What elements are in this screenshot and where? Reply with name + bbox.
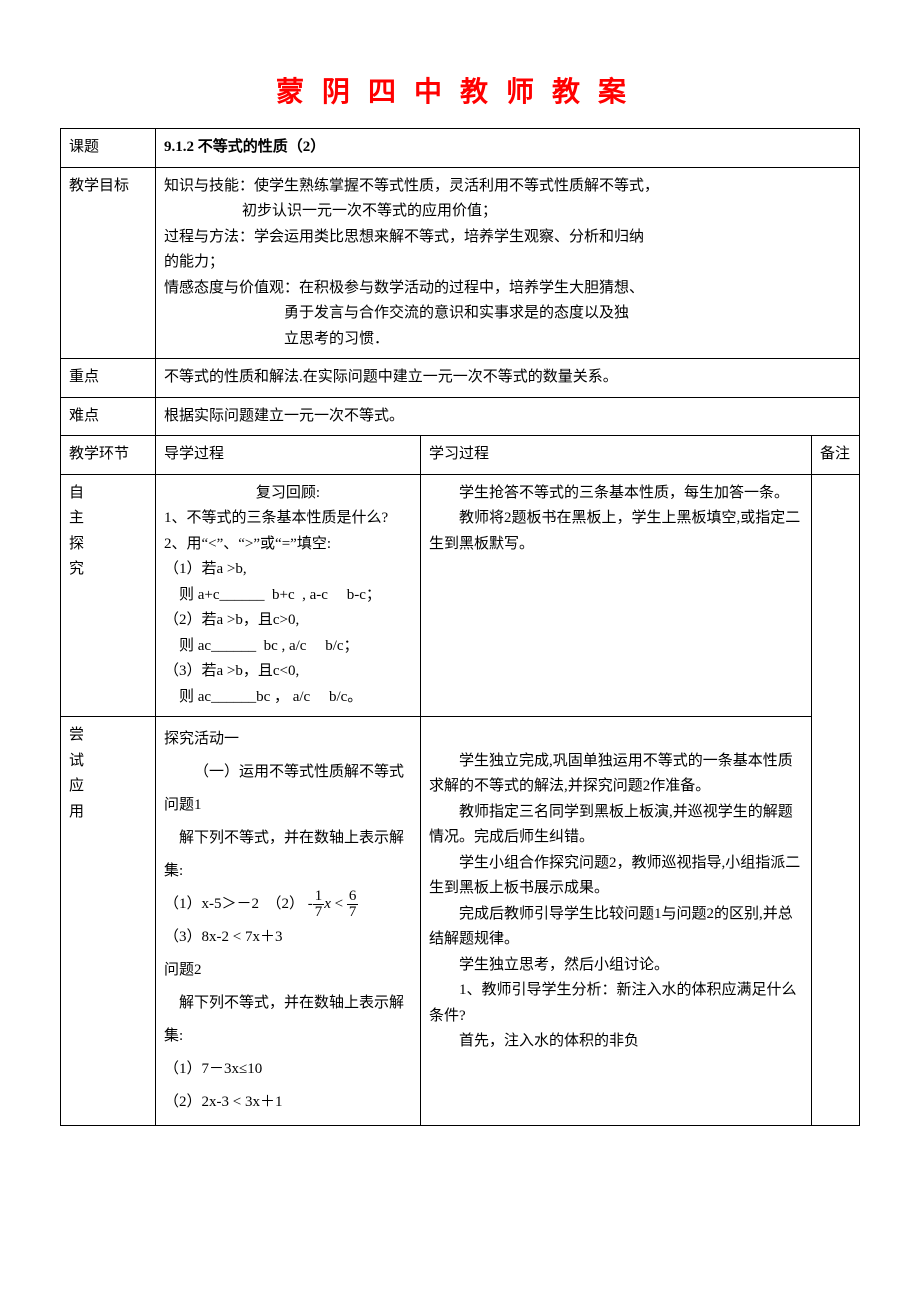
label-guide: 导学过程 bbox=[156, 436, 421, 475]
goal-content: 知识与技能：使学生熟练掌握不等式性质，灵活利用不等式性质解不等式， 初步认识一元… bbox=[156, 167, 860, 359]
seg2-study-p6: 1、教师引导学生分析：新注入水的体积应满足什么条件? bbox=[429, 978, 803, 1029]
row-goal: 教学目标 知识与技能：使学生熟练掌握不等式性质，灵活利用不等式性质解不等式， 初… bbox=[61, 167, 860, 359]
row-difficulty: 难点 根据实际问题建立一元一次不等式。 bbox=[61, 397, 860, 436]
seg1-guide-q2b2: 则 ac______ bc , a/c b/c； bbox=[164, 634, 412, 660]
seg1-c4: 究 bbox=[69, 557, 147, 583]
label-keypoint: 重点 bbox=[61, 359, 156, 398]
seg1-guide-q2a: （1）若a >b, bbox=[164, 557, 412, 583]
label-topic: 课题 bbox=[61, 129, 156, 168]
label-study: 学习过程 bbox=[421, 436, 812, 475]
row-seg2: 尝 试 应 用 探究活动一 （一）运用不等式性质解不等式 问题1 解下列不等式，… bbox=[61, 717, 860, 1126]
difficulty-content: 根据实际问题建立一元一次不等式。 bbox=[156, 397, 860, 436]
seg1-guide-q2b: （2）若a >b，且c>0, bbox=[164, 608, 412, 634]
seg2-guide-q1a: （1）x-5＞－2 （2） bbox=[164, 896, 304, 912]
seg2-guide-h1: （一）运用不等式性质解不等式 bbox=[164, 756, 412, 789]
notes-cell bbox=[812, 474, 860, 1126]
seg2-guide-q1t: 问题1 bbox=[164, 789, 412, 822]
seg1-guide: 复习回顾: 1、不等式的三条基本性质是什么? 2、用“<”、“>”或“=”填空:… bbox=[156, 474, 421, 717]
seg1-guide-title: 复习回顾: bbox=[164, 481, 412, 507]
goal-l4: 的能力； bbox=[164, 250, 851, 276]
seg2-c4: 用 bbox=[69, 800, 147, 826]
seg1-study-p1: 学生抢答不等式的三条基本性质，每生加答一条。 bbox=[429, 481, 803, 507]
goal-l5: 情感态度与价值观：在积极参与数学活动的过程中，培养学生大胆猜想、 bbox=[164, 276, 851, 302]
seg2-study-p7: 首先，注入水的体积的非负 bbox=[429, 1029, 803, 1055]
goal-l2: 初步认识一元一次不等式的应用价值； bbox=[164, 199, 851, 225]
seg2-guide: 探究活动一 （一）运用不等式性质解不等式 问题1 解下列不等式，并在数轴上表示解… bbox=[156, 717, 421, 1126]
seg1-study-p2: 教师将2题板书在黑板上，学生上黑板填空,或指定二生到黑板默写。 bbox=[429, 506, 803, 557]
seg2-study-p2: 教师指定三名同学到黑板上板演,并巡视学生的解题情况。完成后师生纠错。 bbox=[429, 800, 803, 851]
row-topic: 课题 9.1.2 不等式的性质（2） bbox=[61, 129, 860, 168]
keypoint-content: 不等式的性质和解法.在实际问题中建立一元一次不等式的数量关系。 bbox=[156, 359, 860, 398]
seg1-guide-q2c2: 则 ac______bc ， a/c b/c。 bbox=[164, 685, 412, 711]
seg2-guide-q1c: （3）8x-2 < 7x＋3 bbox=[164, 921, 412, 954]
seg1-guide-q1: 1、不等式的三条基本性质是什么? bbox=[164, 506, 412, 532]
row-seg1: 自 主 探 究 复习回顾: 1、不等式的三条基本性质是什么? 2、用“<”、“>… bbox=[61, 474, 860, 717]
seg1-c2: 主 bbox=[69, 506, 147, 532]
seg2-guide-q1p: 解下列不等式，并在数轴上表示解集: bbox=[164, 822, 412, 888]
topic-title: 9.1.2 不等式的性质（2） bbox=[156, 129, 860, 168]
seg2-c2: 试 bbox=[69, 749, 147, 775]
math-fraction: -17x < 67 bbox=[308, 896, 359, 912]
seg2-guide-q2p: 解下列不等式，并在数轴上表示解集: bbox=[164, 987, 412, 1053]
lesson-plan-table: 课题 9.1.2 不等式的性质（2） 教学目标 知识与技能：使学生熟练掌握不等式… bbox=[60, 128, 860, 1126]
goal-l7: 立思考的习惯． bbox=[164, 327, 851, 353]
seg2-study-p3: 学生小组合作探究问题2，教师巡视指导,小组指派二生到黑板上板书展示成果。 bbox=[429, 851, 803, 902]
row-headers: 教学环节 导学过程 学习过程 备注 bbox=[61, 436, 860, 475]
seg2-c1: 尝 bbox=[69, 723, 147, 749]
label-goal: 教学目标 bbox=[61, 167, 156, 359]
seg2-name: 尝 试 应 用 bbox=[61, 717, 156, 1126]
seg1-study: 学生抢答不等式的三条基本性质，每生加答一条。 教师将2题板书在黑板上，学生上黑板… bbox=[421, 474, 812, 717]
page-title: 蒙阴四中教师教案 bbox=[60, 70, 860, 110]
seg2-guide-title: 探究活动一 bbox=[164, 723, 412, 756]
goal-l6: 勇于发言与合作交流的意识和实事求是的态度以及独 bbox=[164, 301, 851, 327]
seg2-guide-q2b: （2）2x-3 < 3x＋1 bbox=[164, 1086, 412, 1119]
label-notes: 备注 bbox=[812, 436, 860, 475]
seg1-c1: 自 bbox=[69, 481, 147, 507]
label-difficulty: 难点 bbox=[61, 397, 156, 436]
seg2-study: 学生独立完成,巩固单独运用不等式的一条基本性质求解的不等式的解法,并探究问题2作… bbox=[421, 717, 812, 1126]
seg1-c3: 探 bbox=[69, 532, 147, 558]
seg1-guide-q2: 2、用“<”、“>”或“=”填空: bbox=[164, 532, 412, 558]
row-keypoint: 重点 不等式的性质和解法.在实际问题中建立一元一次不等式的数量关系。 bbox=[61, 359, 860, 398]
label-segment: 教学环节 bbox=[61, 436, 156, 475]
seg2-guide-q2a: （1）7－3x≤10 bbox=[164, 1053, 412, 1086]
seg2-guide-q1ab: （1）x-5＞－2 （2） -17x < 67 bbox=[164, 888, 412, 921]
seg1-name: 自 主 探 究 bbox=[61, 474, 156, 717]
goal-l3: 过程与方法：学会运用类比思想来解不等式，培养学生观察、分析和归纳 bbox=[164, 225, 851, 251]
seg2-guide-q2t: 问题2 bbox=[164, 954, 412, 987]
seg2-study-p5: 学生独立思考，然后小组讨论。 bbox=[429, 953, 803, 979]
seg2-study-p4: 完成后教师引导学生比较问题1与问题2的区别,并总结解题规律。 bbox=[429, 902, 803, 953]
seg1-guide-q2a2: 则 a+c______ b+c , a-c b-c； bbox=[164, 583, 412, 609]
seg2-study-p1: 学生独立完成,巩固单独运用不等式的一条基本性质求解的不等式的解法,并探究问题2作… bbox=[429, 749, 803, 800]
seg1-guide-q2c: （3）若a >b，且c<0, bbox=[164, 659, 412, 685]
seg2-c3: 应 bbox=[69, 774, 147, 800]
goal-l1: 知识与技能：使学生熟练掌握不等式性质，灵活利用不等式性质解不等式， bbox=[164, 174, 851, 200]
